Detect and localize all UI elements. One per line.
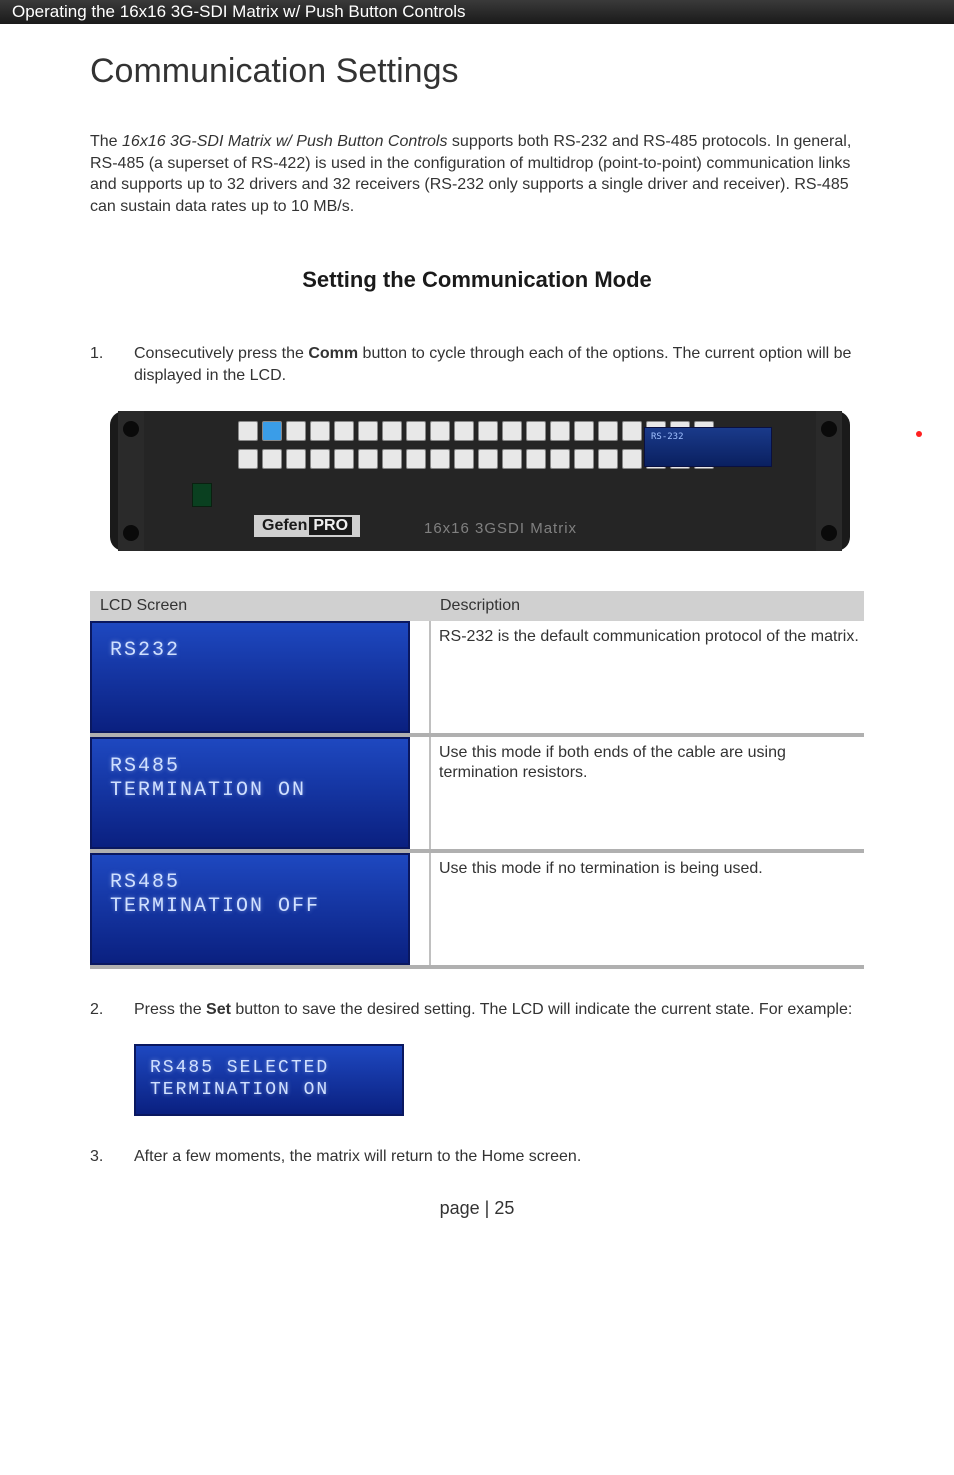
lcd-line2: TERMINATION OFF (110, 895, 390, 919)
table-header-desc: Description (430, 591, 864, 621)
lcd-line2: TERMINATION ON (110, 779, 390, 803)
table-row: RS485TERMINATION ONUse this mode if both… (90, 735, 864, 851)
matrix-button-bottom-5 (358, 449, 378, 469)
step-1-text: Consecutively press the Comm button to c… (134, 343, 864, 386)
example-lcd-line1: RS485 SELECTED (150, 1058, 388, 1080)
matrix-button-bottom-12 (526, 449, 546, 469)
table-row: RS485TERMINATION OFFUse this mode if no … (90, 851, 864, 967)
step-2-pre: Press the (134, 1001, 206, 1018)
matrix-button-top-5 (358, 421, 378, 441)
matrix-button-bottom-15 (598, 449, 618, 469)
step-list-2: 2. Press the Set button to save the desi… (90, 999, 864, 1021)
description-cell: Use this mode if no termination is being… (430, 851, 864, 967)
rack-ear-right (816, 411, 842, 551)
example-lcd-line2: TERMINATION ON (150, 1080, 388, 1102)
lcd-display-2: RS485TERMINATION OFF (90, 853, 410, 965)
header-title: Operating the 16x16 3G-SDI Matrix w/ Pus… (12, 2, 466, 21)
matrix-button-bottom-0 (238, 449, 258, 469)
lcd-cell: RS485TERMINATION ON (90, 735, 430, 851)
rack-panel: RS-232 GefenPRO 16x16 3GSDI Matrix (144, 411, 816, 551)
matrix-button-bottom-4 (334, 449, 354, 469)
step-1-bold: Comm (308, 345, 358, 362)
matrix-button-bottom-7 (406, 449, 426, 469)
matrix-button-top-9 (454, 421, 474, 441)
brand-name: Gefen (262, 517, 307, 535)
matrix-button-bottom-3 (310, 449, 330, 469)
matrix-button-bottom-9 (454, 449, 474, 469)
step-list: 1. Consecutively press the Comm button t… (90, 343, 864, 386)
matrix-button-bottom-11 (502, 449, 522, 469)
device-lcd: RS-232 (644, 427, 772, 467)
step-2-text: Press the Set button to save the desired… (134, 999, 864, 1021)
step-2-bold: Set (206, 1001, 231, 1018)
matrix-button-top-14 (574, 421, 594, 441)
step-1: 1. Consecutively press the Comm button t… (90, 343, 864, 386)
matrix-button-top-3 (310, 421, 330, 441)
matrix-button-top-8 (430, 421, 450, 441)
table-header-row: LCD Screen Description (90, 591, 864, 621)
page-footer: page | 25 (90, 1198, 864, 1219)
matrix-button-top-15 (598, 421, 618, 441)
step-2-post: button to save the desired setting. The … (231, 1001, 852, 1018)
matrix-button-top-16 (622, 421, 642, 441)
header-bar: Operating the 16x16 3G-SDI Matrix w/ Pus… (0, 0, 954, 24)
intro-prefix: The (90, 133, 122, 150)
matrix-button-top-7 (406, 421, 426, 441)
power-led (916, 431, 922, 437)
matrix-button-bottom-10 (478, 449, 498, 469)
lcd-line1: RS485 (110, 871, 390, 895)
matrix-button-top-4 (334, 421, 354, 441)
device-lcd-text: RS-232 (651, 432, 684, 442)
lcd-cell: RS485TERMINATION OFF (90, 851, 430, 967)
matrix-button-bottom-6 (382, 449, 402, 469)
matrix-button-bottom-2 (286, 449, 306, 469)
matrix-button-top-11 (502, 421, 522, 441)
table-header-lcd: LCD Screen (90, 591, 430, 621)
example-lcd: RS485 SELECTED TERMINATION ON (134, 1044, 404, 1116)
matrix-button-bottom-16 (622, 449, 642, 469)
description-cell: RS-232 is the default communication prot… (430, 621, 864, 735)
model-text: 16x16 3GSDI Matrix (424, 520, 577, 537)
matrix-button-bottom-14 (574, 449, 594, 469)
lcd-table: LCD Screen Description RS232 RS-232 is th… (90, 591, 864, 969)
lcd-display-0: RS232 (90, 621, 410, 733)
brand-suffix: PRO (309, 517, 352, 535)
intro-model: 16x16 3G-SDI Matrix w/ Push Button Contr… (122, 133, 447, 150)
lcd-cell: RS232 (90, 621, 430, 735)
lcd-line1: RS232 (110, 639, 390, 663)
description-cell: Use this mode if both ends of the cable … (430, 735, 864, 851)
lcd-line1: RS485 (110, 755, 390, 779)
power-switch (192, 483, 212, 507)
step-3-text: After a few moments, the matrix will ret… (134, 1146, 864, 1168)
page-content: Communication Settings The 16x16 3G-SDI … (0, 24, 954, 1259)
intro-paragraph: The 16x16 3G-SDI Matrix w/ Push Button C… (90, 131, 864, 217)
step-list-3: 3. After a few moments, the matrix will … (90, 1146, 864, 1168)
matrix-button-top-10 (478, 421, 498, 441)
step-2-number: 2. (90, 999, 134, 1021)
matrix-button-bottom-1 (262, 449, 282, 469)
step-2: 2. Press the Set button to save the desi… (90, 999, 864, 1021)
matrix-button-top-12 (526, 421, 546, 441)
step-3: 3. After a few moments, the matrix will … (90, 1146, 864, 1168)
matrix-button-top-1 (262, 421, 282, 441)
matrix-button-top-0 (238, 421, 258, 441)
matrix-button-bottom-8 (430, 449, 450, 469)
step-1-pre: Consecutively press the (134, 345, 308, 362)
lcd-display-1: RS485TERMINATION ON (90, 737, 410, 849)
step-3-number: 3. (90, 1146, 134, 1168)
device-rack: RS-232 GefenPRO 16x16 3GSDI Matrix (110, 411, 850, 551)
step-1-number: 1. (90, 343, 134, 386)
rack-ear-left (118, 411, 144, 551)
section-heading: Setting the Communication Mode (90, 267, 864, 293)
page-title: Communication Settings (90, 52, 864, 91)
matrix-button-top-6 (382, 421, 402, 441)
device-image: RS-232 GefenPRO 16x16 3GSDI Matrix (110, 411, 864, 551)
matrix-button-top-2 (286, 421, 306, 441)
table-row: RS232 RS-232 is the default communication… (90, 621, 864, 735)
matrix-button-top-13 (550, 421, 570, 441)
brand-badge: GefenPRO (254, 515, 360, 537)
matrix-button-bottom-13 (550, 449, 570, 469)
